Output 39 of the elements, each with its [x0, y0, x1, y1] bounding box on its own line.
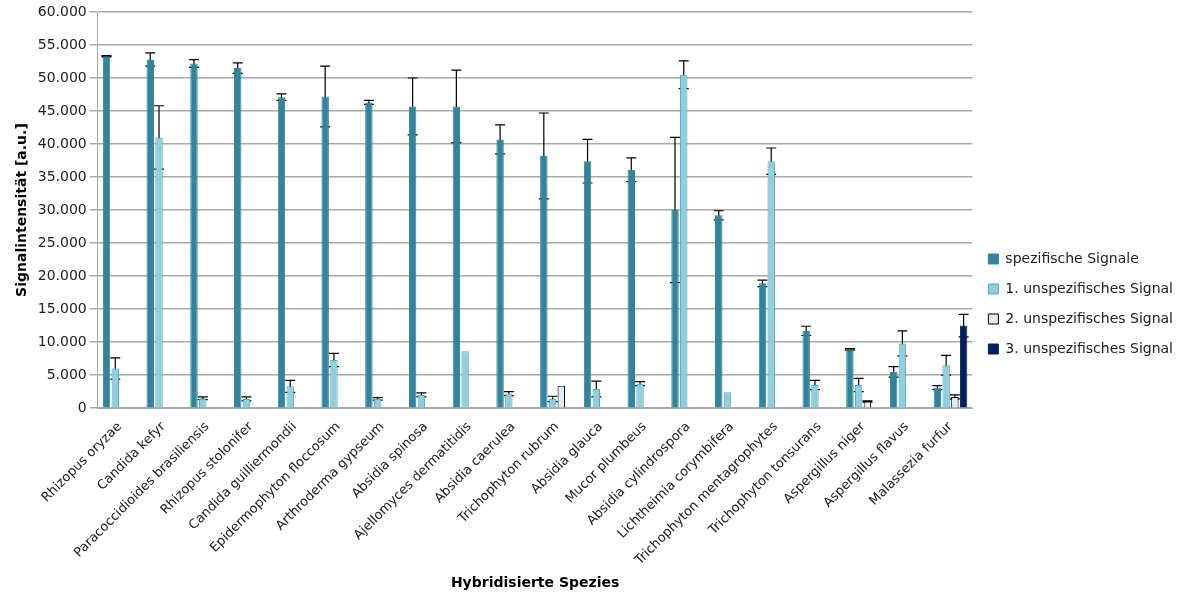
bar	[102, 56, 111, 408]
bar	[627, 169, 635, 408]
y-tick-label: 0	[77, 398, 87, 415]
y-tick-label: 10.000	[37, 332, 87, 349]
bar	[190, 63, 198, 408]
bar	[277, 97, 286, 408]
y-tick-label: 20.000	[37, 266, 87, 283]
y-tick-label: 30.000	[37, 200, 87, 217]
bar	[583, 161, 592, 408]
legend-label: 3. unspezifisches Signal	[1005, 339, 1174, 356]
legend-label: spezifische Signale	[1005, 249, 1139, 266]
bar	[671, 210, 679, 408]
bar	[146, 59, 154, 408]
bar	[365, 102, 373, 408]
bar	[758, 283, 767, 408]
bar	[496, 139, 504, 408]
bar	[408, 106, 417, 408]
bar	[802, 330, 810, 408]
y-tick-label: 45.000	[37, 101, 87, 118]
legend-label: 1. unspezifisches Signal	[1005, 279, 1174, 296]
y-axis-title: Signalintensität [a.u.]	[13, 123, 30, 297]
bar	[715, 215, 723, 408]
x-axis-title: Hybridisierte Spezies	[450, 574, 620, 591]
y-tick-label: 25.000	[37, 233, 87, 250]
bar	[959, 325, 968, 408]
y-tick-label: 15.000	[37, 299, 87, 316]
y-tick-label: 55.000	[37, 35, 87, 52]
y-tick-label: 60.000	[37, 2, 87, 19]
legend-label: 2. unspezifisches Signal	[1005, 309, 1174, 326]
bar	[846, 349, 854, 408]
bar	[540, 155, 548, 408]
y-tick-label: 5.000	[46, 365, 87, 382]
bar	[321, 96, 329, 408]
y-tick-label: 35.000	[37, 167, 87, 184]
bar	[452, 106, 461, 408]
bar	[234, 68, 242, 408]
y-tick-label: 40.000	[37, 134, 87, 151]
y-tick-label: 50.000	[37, 68, 87, 85]
bar	[889, 371, 898, 408]
